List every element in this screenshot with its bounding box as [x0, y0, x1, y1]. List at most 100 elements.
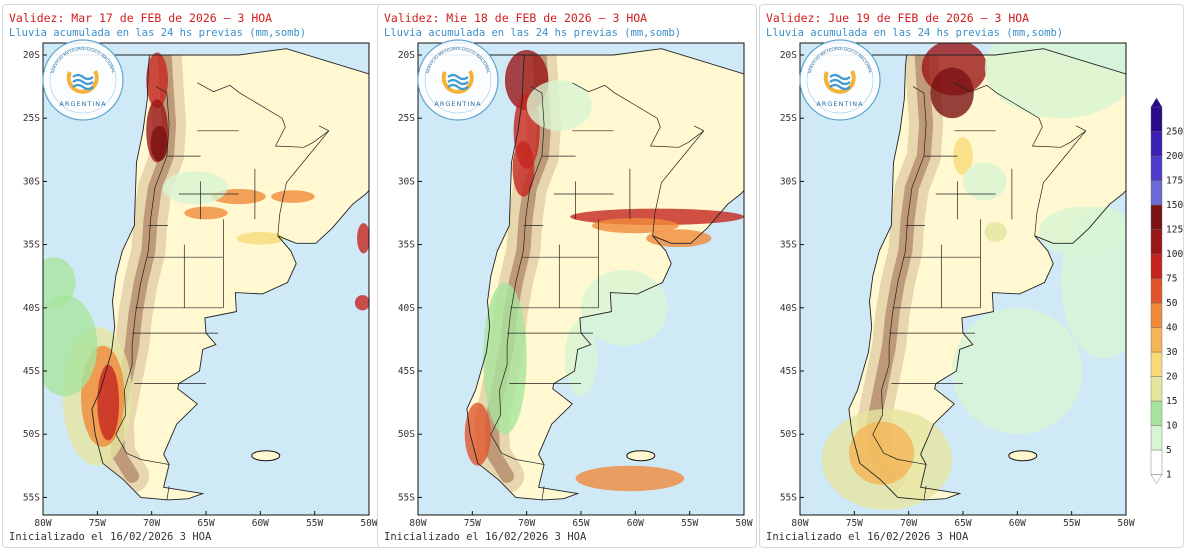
colorbar-swatch: [1150, 106, 1163, 132]
sun-icon: [66, 70, 99, 94]
lon-label: 55W: [681, 518, 698, 529]
lon-label: 80W: [34, 518, 51, 529]
colorbar-swatch: [1150, 278, 1163, 304]
rain-area: [1060, 206, 1126, 359]
wave-icon: [829, 78, 851, 86]
rain-area: [236, 231, 285, 245]
logo-name: ARGENTINA: [59, 100, 106, 108]
panel-title: Validez: Jue 19 de FEB de 2026 – 3 HOA: [766, 11, 1030, 25]
lon-label: 60W: [1009, 518, 1026, 529]
border-line: [277, 130, 330, 236]
colorbar-swatch: [1150, 180, 1163, 206]
panel-title: Validez: Mie 18 de FEB de 2026 – 3 HOA: [384, 11, 648, 25]
lat-label: 55S: [780, 492, 797, 503]
lat-label: 30S: [398, 176, 415, 187]
lon-label: 50W: [735, 518, 752, 529]
rain-area: [483, 282, 527, 435]
colorbar-label: 175: [1166, 176, 1183, 187]
forecast-panel-day2: Validez: Mie 18 de FEB de 2026 – 3 HOA L…: [377, 4, 757, 548]
rain-area: [357, 223, 369, 254]
rain-area: [984, 221, 1007, 243]
logo-name: ARGENTINA: [434, 100, 481, 108]
border-line: [115, 86, 170, 465]
wave-icon: [829, 73, 851, 81]
lat-label: 50S: [398, 429, 415, 440]
precipitation-layer: [821, 43, 1126, 511]
lat-label: 35S: [23, 240, 40, 251]
colorbar-swatch: [1150, 449, 1163, 475]
colorbar-swatch: [1150, 131, 1163, 157]
wave-icon: [447, 73, 469, 81]
map-axes: 20S 25S 30S 35S 40S 45S 50S 55S 80W 75W 70W 65W 60W 5…: [780, 50, 1135, 529]
colorbar-label: 15: [1166, 396, 1177, 407]
forecast-panel-day3: Validez: Jue 19 de FEB de 2026 – 3 HOA L…: [759, 4, 1184, 548]
rain-area: [150, 125, 168, 162]
border-line: [166, 485, 170, 500]
rain-area: [464, 402, 491, 466]
rain-area: [984, 43, 1126, 119]
map-axes: 20S 25S 30S 35S 40S 45S 50S 55S 80W 75W 70W 65W 60W 5…: [398, 50, 753, 529]
lat-label: 20S: [23, 50, 40, 61]
lat-label: 55S: [398, 492, 415, 503]
precipitation-map: 20S 25S 30S 35S 40S 45S 50S 55S 80W 75W 70W 65W 60W 5…: [23, 39, 378, 529]
rain-area: [952, 307, 1083, 435]
colorbar-label: 125: [1166, 225, 1183, 236]
lat-label: 45S: [398, 366, 415, 377]
panel-subtitle: Lluvia acumulada en las 24 hs previas (m…: [9, 27, 307, 39]
rain-area: [581, 269, 668, 346]
colorbar-label: 250: [1166, 127, 1183, 138]
border-line: [652, 130, 705, 236]
wave-icon: [829, 83, 851, 91]
malvinas-islands: [1008, 450, 1038, 462]
map-layer: [800, 43, 1126, 515]
colorbar-label: 200: [1166, 151, 1183, 162]
map-axes: 20S 25S 30S 35S 40S 45S 50S 55S 80W 75W 70W 65W 60W 5…: [23, 50, 378, 529]
lat-label: 40S: [23, 303, 40, 314]
logo-ring: [799, 39, 881, 121]
logo-ring: [42, 39, 124, 121]
rain-area: [848, 421, 915, 485]
rain-area: [526, 80, 592, 131]
lon-label: 50W: [1117, 518, 1134, 529]
colorbar-label: 50: [1166, 298, 1178, 309]
border-line: [872, 86, 927, 465]
lat-label: 55S: [23, 492, 40, 503]
init-footer: Inicializado el 16/02/2026 3 HOA: [384, 531, 587, 543]
colorbar-swatch: [1150, 229, 1163, 255]
precipitation-layer: [464, 49, 744, 492]
lat-label: 30S: [780, 176, 797, 187]
border-line: [197, 82, 330, 148]
colorbar-swatch: [1150, 425, 1163, 451]
colorbar-label: 20: [1166, 372, 1178, 383]
map-layer: [418, 43, 744, 515]
colorbar-swatch: [1150, 376, 1163, 402]
wave-icon: [72, 73, 94, 81]
colorbar-swatch: [1150, 253, 1163, 279]
lat-label: 20S: [398, 50, 415, 61]
lon-label: 70W: [518, 518, 535, 529]
colorbar-swatch: [1150, 351, 1163, 377]
rain-area: [271, 190, 315, 203]
land-mass: [810, 48, 1126, 500]
lon-label: 75W: [464, 518, 481, 529]
rain-area: [162, 171, 228, 205]
lat-label: 30S: [23, 176, 40, 187]
rain-area: [646, 229, 712, 248]
rain-area: [930, 67, 974, 119]
lon-label: 70W: [900, 518, 917, 529]
lat-label: 25S: [398, 113, 415, 124]
map-layer: [43, 43, 369, 515]
rain-area: [591, 218, 679, 234]
wave-icon: [72, 78, 94, 86]
lat-label: 40S: [398, 303, 415, 314]
lon-label: 55W: [1063, 518, 1080, 529]
forecast-panel-day1: Validez: Mar 17 de FEB de 2026 – 3 HOA L…: [2, 4, 382, 548]
colorbar-label: 100: [1166, 249, 1183, 260]
colorbar-label: 40: [1166, 323, 1178, 334]
coastline: [428, 48, 744, 501]
colorbar-label: 30: [1166, 347, 1178, 358]
lat-label: 50S: [780, 429, 797, 440]
sun-icon: [441, 70, 474, 94]
